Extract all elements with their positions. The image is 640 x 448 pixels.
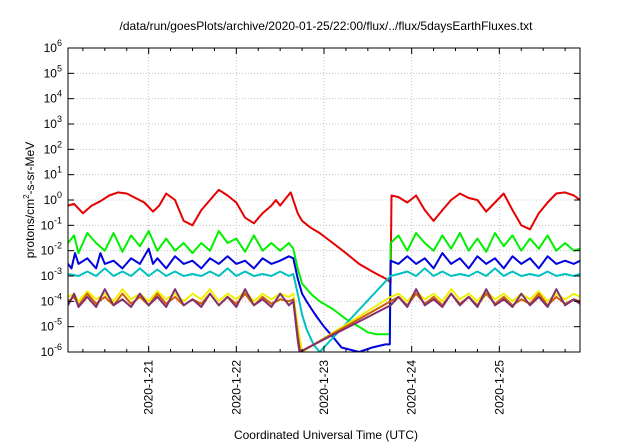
y-tick-label: 10-6 [41,342,62,359]
y-tick-label: 10-4 [41,291,62,308]
axis-ticks [68,47,580,353]
y-tick-label: 101 [44,165,62,182]
y-axis-title-sup: 2 [22,194,31,199]
series-line-1 [68,188,580,285]
series-line-2 [68,230,580,336]
x-tick-label: 2020-1-21 [142,360,156,415]
y-tick-label: 105 [44,63,62,80]
x-tick-label: 2020-1-24 [405,360,419,415]
y-tick-label: 10-1 [41,215,62,232]
series-line-4 [68,267,580,352]
y-tick-label: 104 [44,89,62,106]
x-tick-label: 2020-1-22 [229,360,243,415]
series-line-6 [68,292,580,352]
series-layer [68,188,580,352]
y-axis-title: protons/cm2-s-sr-MeV [22,142,37,258]
y-tick-label: 10-2 [41,241,62,258]
y-axis-title-prefix: protons/cm [23,199,37,258]
y-tick-label: 100 [44,190,62,207]
x-tick-label: 2020-1-23 [317,360,331,415]
x-tick-label: 2020-1-25 [492,360,506,415]
y-tick-label: 102 [44,139,62,156]
series-line-5 [68,288,580,352]
y-tick-label: 10-5 [41,317,62,334]
y-tick-label: 103 [44,114,62,131]
series-line-7 [68,288,580,352]
chart-title: /data/run/goesPlots/archive/2020-01-25/2… [120,19,534,33]
x-axis-title: Coordinated Universal Time (UTC) [234,428,418,442]
grid-lines [68,47,580,353]
y-tick-label: 106 [44,38,62,55]
y-tick-labels: 10-6 10-5 10-4 10-3 10-2 10-1 100 101 102 103 104 1… [41,38,62,359]
y-tick-label: 10-3 [41,266,62,283]
y-axis-title-suffix: -s-sr-MeV [23,142,37,195]
series-line-3 [68,247,580,352]
x-tick-labels: 2020-1-21 2020-1-22 2020-1-23 2020-1-24 2020… [142,360,507,415]
